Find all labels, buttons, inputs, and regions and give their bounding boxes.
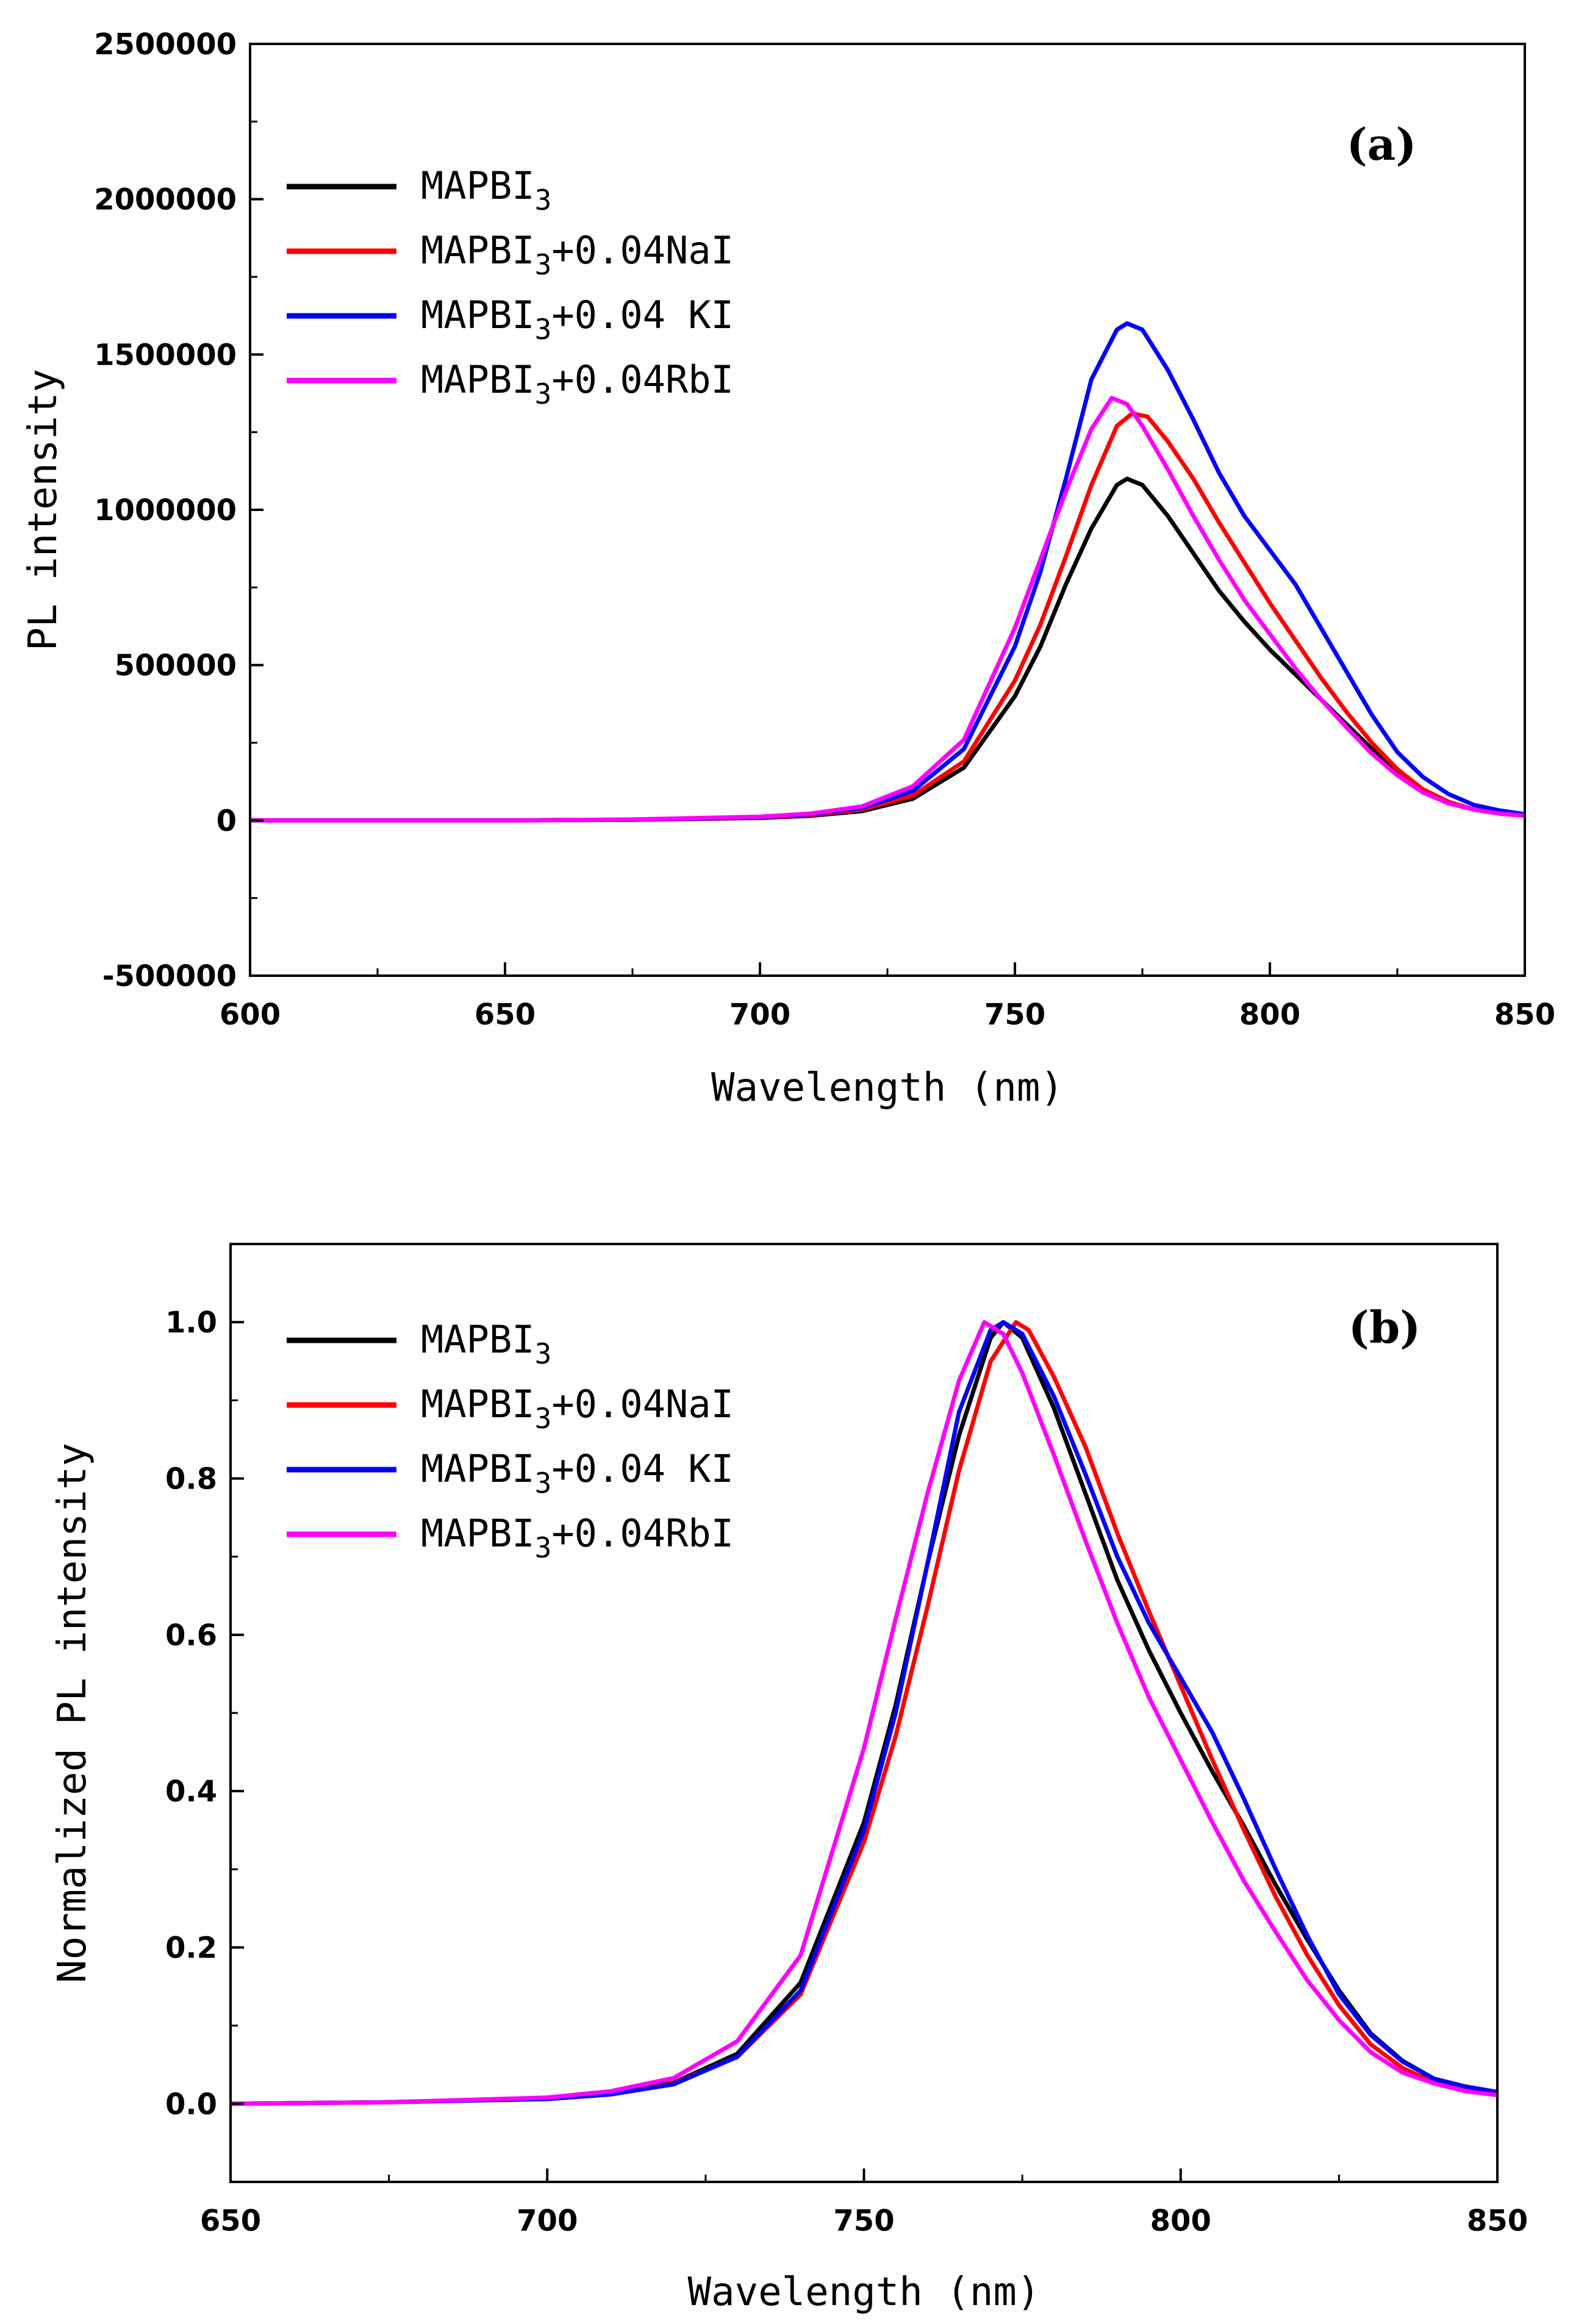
series-line-4 — [250, 396, 1525, 823]
series-line-4 — [231, 1320, 1497, 2106]
x-tick-label: 800 — [1239, 998, 1300, 1032]
panel-label: (a) — [1347, 118, 1417, 170]
chart-panel-b: 650 700 750 800 850 0.0 0.2 0.4 0.6 0.8 1.0 Wavelen… — [50, 1243, 1528, 2315]
y-tick-label: 0.4 — [165, 1775, 217, 1809]
legend-label: MAPBI3+0.04NaI — [421, 228, 734, 281]
y-tick-label: 0.2 — [165, 1931, 217, 1965]
y-axis-title: PL intensity — [21, 369, 66, 651]
x-tick-label: 650 — [200, 2204, 261, 2238]
series-line-1 — [231, 1320, 1497, 2106]
y-tick-label: 2000000 — [94, 183, 237, 217]
legend-label: MAPBI3+0.04RbI — [421, 1511, 734, 1564]
series-line-2 — [250, 411, 1525, 823]
y-tick-label: 1000000 — [94, 493, 237, 527]
panel-label: (b) — [1349, 1301, 1421, 1353]
y-tick-label: 1.0 — [165, 1306, 217, 1340]
legend-label: MAPBI3+0.04RbI — [421, 357, 734, 410]
x-tick-label: 700 — [517, 2204, 578, 2238]
x-tick-label: 850 — [1494, 998, 1555, 1032]
y-tick-label: 1500000 — [94, 338, 237, 372]
y-axis-title: Normalized PL intensity — [50, 1443, 95, 1983]
legend-label: MAPBI3+0.04 KI — [421, 1446, 734, 1500]
x-tick-label: 800 — [1150, 2204, 1211, 2238]
x-tick-label: 850 — [1467, 2204, 1528, 2238]
series-line-2 — [231, 1320, 1497, 2106]
chart-panel-a: 600 650 700 750 800 850 -500000 0 500000 1000000 1… — [21, 27, 1555, 1110]
x-tick-label: 750 — [984, 998, 1045, 1032]
series-line-3 — [231, 1320, 1497, 2106]
y-tick-label: 2500000 — [94, 27, 237, 62]
legend-label: MAPBI3+0.04 KI — [421, 293, 734, 346]
legend: MAPBI3 MAPBI3+0.04NaI MAPBI3+0.04 KI MAPBI3… — [287, 1317, 734, 1564]
legend-label: MAPBI3 — [421, 1317, 551, 1370]
y-tick-label: 0.0 — [165, 2087, 217, 2122]
y-tick-label: 0 — [217, 804, 237, 838]
y-tick-label: -500000 — [102, 959, 237, 993]
x-axis-title: Wavelength (nm) — [688, 2270, 1041, 2315]
x-tick-label: 650 — [475, 998, 536, 1032]
legend-label: MAPBI3 — [421, 163, 551, 216]
legend-label: MAPBI3+0.04NaI — [421, 1382, 734, 1435]
y-tick-label: 500000 — [115, 649, 237, 683]
x-tick-label: 750 — [833, 2204, 894, 2238]
y-tick-label: 0.8 — [165, 1462, 217, 1496]
legend: MAPBI3 MAPBI3+0.04NaI MAPBI3+0.04 KI MAPBI3… — [287, 163, 734, 410]
y-tick-label: 0.6 — [165, 1618, 217, 1653]
x-tick-label: 600 — [220, 998, 281, 1032]
x-axis-title: Wavelength (nm) — [711, 1065, 1064, 1110]
x-tick-label: 700 — [729, 998, 790, 1032]
